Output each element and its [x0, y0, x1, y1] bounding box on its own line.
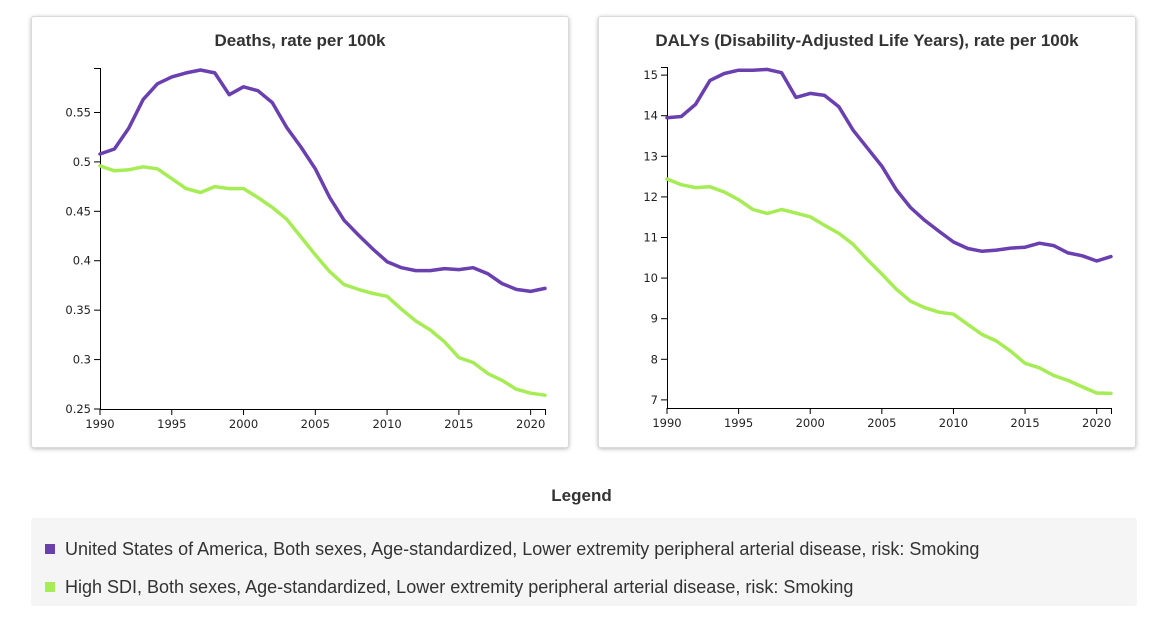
legend-swatch-high-sdi — [45, 582, 55, 592]
y-tick-label: 8 — [651, 352, 658, 366]
y-tick-label: 13 — [643, 149, 658, 163]
dalys-chart: 7 8 9 10 11 12 13 14 15 1990 1995 2000 2005 2010 2015 2… — [643, 67, 1113, 430]
x-tick-label: 2015 — [444, 417, 473, 431]
legend-label-usa: United States of America, Both sexes, Ag… — [65, 538, 980, 559]
x-tick-label: 2010 — [939, 416, 968, 430]
y-tick-label: 12 — [643, 190, 658, 204]
y-tick-label: 15 — [643, 68, 658, 82]
dalys-chart-panel: DALYs (Disability-Adjusted Life Years), … — [598, 16, 1136, 448]
x-tick-label: 2015 — [1010, 416, 1039, 430]
y-tick-label: 0.4 — [73, 254, 91, 268]
y-tick-label: 0.35 — [65, 303, 91, 317]
y-tick-label: 0.5 — [73, 155, 91, 169]
series-line-usa[interactable] — [98, 68, 547, 294]
x-tick-label: 1995 — [157, 417, 186, 431]
x-tick-label: 1995 — [724, 416, 753, 430]
x-tick-label: 2000 — [796, 416, 825, 430]
y-tick-label: 0.3 — [73, 353, 91, 367]
y-tick-label: 9 — [651, 312, 658, 326]
series-line-high-sdi[interactable] — [665, 177, 1113, 396]
legend-swatch-usa — [45, 544, 55, 554]
legend-item-usa[interactable]: United States of America, Both sexes, Ag… — [45, 530, 1137, 568]
y-tick-label: 7 — [651, 393, 658, 407]
series-line-usa[interactable] — [665, 67, 1113, 263]
x-tick-label: 2010 — [372, 417, 401, 431]
y-tick-label: 0.55 — [65, 105, 91, 119]
deaths-chart-title: Deaths, rate per 100k — [214, 31, 386, 50]
x-tick-label: 1990 — [85, 417, 114, 431]
deaths-chart: 0.25 0.3 0.35 0.4 0.45 0.5 0.55 1990 1995 2000 200… — [65, 68, 547, 431]
dalys-chart-title: DALYs (Disability-Adjusted Life Years), … — [655, 31, 1079, 50]
legend-title: Legend — [551, 486, 612, 505]
x-tick-label: 2005 — [867, 416, 896, 430]
y-tick-label: 11 — [643, 231, 658, 245]
y-tick-label: 0.25 — [65, 402, 91, 416]
legend-item-high-sdi[interactable]: High SDI, Both sexes, Age-standardized, … — [45, 568, 1137, 606]
series-line-high-sdi[interactable] — [98, 164, 547, 397]
x-tick-label: 2000 — [229, 417, 258, 431]
legend-label-high-sdi: High SDI, Both sexes, Age-standardized, … — [65, 576, 854, 597]
axis-frame — [661, 67, 1112, 414]
y-tick-label: 14 — [643, 109, 658, 123]
x-tick-label: 2020 — [516, 417, 545, 431]
deaths-chart-panel: Deaths, rate per 100k 0.25 0.3 0.35 0.4 0.45… — [31, 16, 569, 448]
legend: United States of America, Both sexes, Ag… — [31, 518, 1137, 606]
x-tick-label: 2005 — [301, 417, 330, 431]
y-tick-label: 10 — [643, 271, 658, 285]
x-tick-label: 1990 — [652, 416, 681, 430]
y-tick-label: 0.45 — [65, 204, 91, 218]
x-tick-label: 2020 — [1082, 416, 1111, 430]
axis-frame — [94, 68, 546, 415]
